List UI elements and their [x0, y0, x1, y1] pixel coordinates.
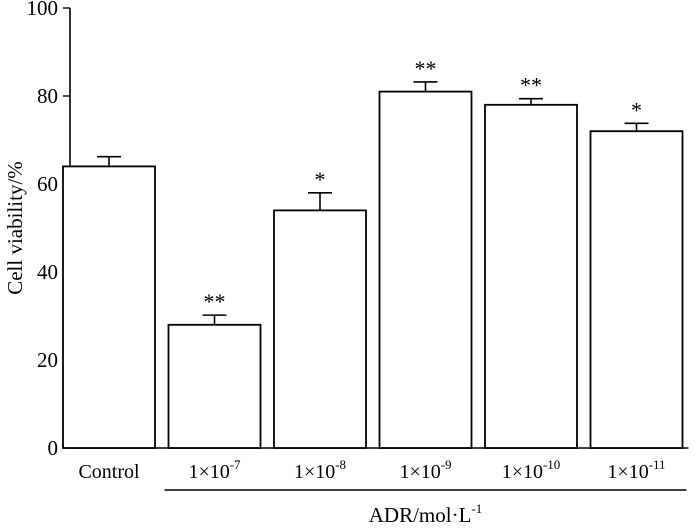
- y-tick-label: 80: [37, 84, 58, 108]
- y-ticks: 0 20 40 60 80 100: [27, 0, 70, 460]
- bar: [484, 103, 578, 449]
- bar: [589, 130, 684, 449]
- y-tick-label: 100: [27, 0, 59, 20]
- y-tick-label: 40: [37, 260, 58, 284]
- x-tick-label: 1×10-11: [607, 457, 665, 483]
- y-tick-label: 0: [48, 436, 59, 460]
- significance-marker: *: [631, 97, 642, 122]
- significance-marker: **: [520, 73, 542, 98]
- bar: [273, 209, 367, 449]
- significance-marker: *: [315, 167, 326, 192]
- bars: ********: [62, 56, 684, 449]
- x-tick-label: 1×10-10: [502, 457, 561, 483]
- bar: [62, 165, 156, 449]
- significance-marker: **: [204, 289, 226, 314]
- y-axis-label: Cell viability/%: [3, 161, 27, 295]
- y-tick-label: 20: [37, 348, 58, 372]
- y-tick-label: 60: [37, 172, 58, 196]
- x-tick-label: 1×10-8: [294, 457, 346, 483]
- bar: [167, 323, 262, 449]
- bar: [378, 90, 473, 449]
- x-tick-labels: Control 1×10-7 1×10-8 1×10-9 1×10-10 1×10-11: [78, 457, 665, 483]
- significance-marker: **: [415, 56, 437, 81]
- x-axis-group-label: ADR/mol·L-1: [369, 501, 483, 527]
- x-tick-label: Control: [78, 461, 140, 483]
- x-tick-label: 1×10-7: [188, 457, 241, 483]
- x-tick-label: 1×10-9: [399, 457, 451, 483]
